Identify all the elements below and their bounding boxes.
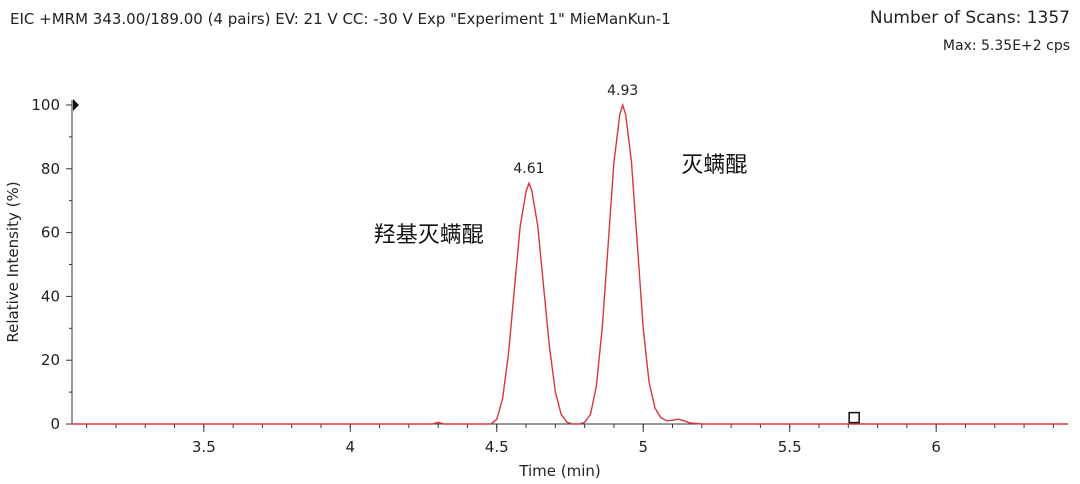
y-axis-label: Relative Intensity (%) [4,181,22,342]
x-tick-label: 5 [638,438,648,456]
ticks: 0 20 40 60 80 100 3.5 4 4.5 5 5.5 6 [31,96,1054,456]
axes [71,99,1068,425]
x-tick-label: 6 [931,438,941,456]
y-tick-label: 60 [41,224,60,242]
max-intensity: Max: 5.35E+2 cps [942,38,1070,54]
x-tick-label: 4.5 [485,438,509,456]
chromatogram-trace [72,102,1068,425]
x-tick-label: 4 [346,438,356,456]
compound-annotation: 灭螨醌 [681,153,747,178]
x-tick-label: 5.5 [778,438,802,456]
y-tick-label: 80 [41,160,60,178]
marker-square [848,411,860,424]
compound-annotation: 羟基灭螨醌 [374,223,484,248]
peak-labels: 4.61 4.93 羟基灭螨醌 灭螨醌 [374,83,860,424]
scan-count: Number of Scans: 1357 [869,8,1070,28]
y-axis-arrow [73,99,79,111]
y-tick-label: 100 [31,96,60,114]
x-tick-label: 3.5 [192,438,216,456]
peak-label: 4.61 [513,161,544,177]
y-tick-label: 20 [41,351,60,369]
chart-title: EIC +MRM 343.00/189.00 (4 pairs) EV: 21 … [10,10,671,28]
y-tick-label: 0 [50,415,60,433]
x-axis-label: Time (min) [518,462,600,480]
peak-label: 4.93 [607,83,638,99]
y-tick-label: 40 [41,287,60,305]
